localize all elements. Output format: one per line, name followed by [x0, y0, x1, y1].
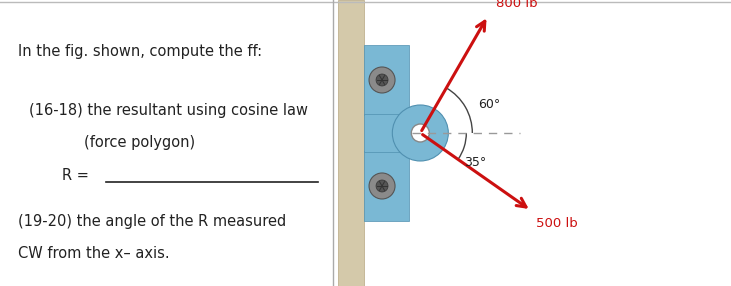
Text: 800 lb: 800 lb: [496, 0, 537, 10]
Circle shape: [369, 67, 395, 93]
Circle shape: [376, 74, 388, 86]
Text: (force polygon): (force polygon): [84, 136, 195, 150]
Circle shape: [369, 173, 395, 199]
Text: 500 lb: 500 lb: [536, 217, 577, 230]
Text: 60°: 60°: [478, 98, 501, 112]
Circle shape: [376, 180, 388, 192]
Circle shape: [412, 124, 429, 142]
Circle shape: [393, 105, 448, 161]
Text: (16-18) the resultant using cosine law: (16-18) the resultant using cosine law: [29, 103, 308, 118]
Text: In the fig. shown, compute the ff:: In the fig. shown, compute the ff:: [18, 44, 262, 59]
Bar: [364, 45, 409, 115]
Text: (19-20) the angle of the R measured: (19-20) the angle of the R measured: [18, 214, 287, 229]
Text: R =: R =: [62, 168, 89, 183]
Bar: [338, 0, 364, 286]
Text: 35°: 35°: [464, 156, 487, 170]
Text: CW from the x– axis.: CW from the x– axis.: [18, 246, 170, 261]
Bar: [364, 114, 412, 152]
Bar: [364, 151, 409, 221]
